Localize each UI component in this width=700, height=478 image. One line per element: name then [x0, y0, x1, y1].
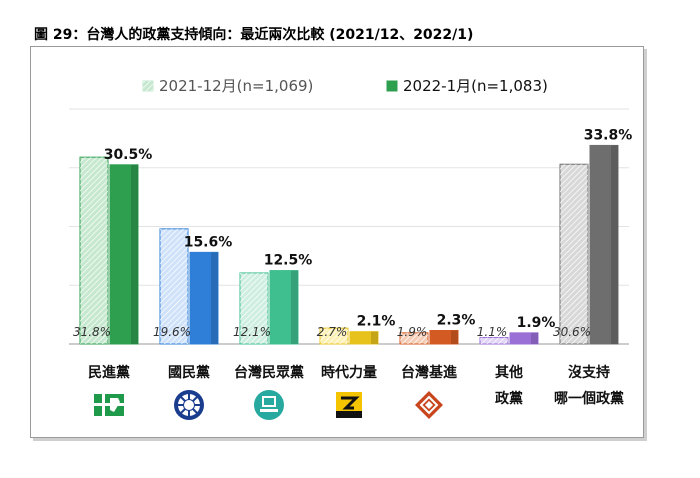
bar-shade	[451, 330, 458, 344]
bar-shade	[291, 270, 298, 344]
tsp-logo-icon	[412, 388, 446, 422]
bar-hatch	[80, 157, 108, 344]
category-label: 哪一個政黨	[554, 390, 624, 407]
kmt-logo-icon	[172, 388, 206, 422]
bar-2022-1	[109, 164, 139, 345]
bar-hatch	[400, 332, 428, 344]
chart-title: 圖 29：台灣人的政黨支持傾向：最近兩次比較 (2021/12、2022/1)	[34, 27, 474, 43]
category-label: 台灣基進	[401, 364, 457, 381]
chart-frame: 31.8% 30.5% 19.6% 15.6% 12.1% 12.5% 2.7% 2.1% 1.…	[30, 46, 644, 438]
data-label-2022-1: 12.5%	[264, 253, 313, 269]
bar-shade	[611, 145, 618, 344]
category-label: 其他	[495, 364, 523, 381]
bar-hatch	[240, 272, 268, 344]
bar-shade	[131, 164, 138, 344]
bar-2022-1	[429, 329, 459, 345]
bar-hatch	[320, 328, 348, 344]
legend-label: 2022-1月(n=1,083)	[403, 77, 548, 95]
bar-2022-1	[269, 270, 299, 345]
category-label: 時代力量	[321, 364, 377, 381]
bar-chart: 31.8%30.5%19.6%15.6%12.1%12.5%2.7%2.1%1.…	[69, 77, 633, 407]
data-label-2021-12: 30.6%	[553, 325, 591, 339]
bar-hatch	[560, 164, 588, 344]
bar-2022-1	[509, 332, 539, 345]
data-label-2022-1: 1.9%	[517, 315, 556, 331]
data-label-2021-12: 19.6%	[153, 325, 191, 339]
data-label-2022-1: 15.6%	[184, 234, 233, 250]
dpp-logo-icon	[92, 388, 126, 422]
data-label-2022-1: 33.8%	[584, 127, 633, 143]
data-label-2021-12: 2.7%	[317, 325, 348, 339]
category-label: 台灣民眾黨	[234, 364, 304, 381]
npp-logo-icon	[332, 388, 366, 422]
legend-label: 2021-12月(n=1,069)	[159, 77, 313, 95]
bar-shade	[371, 331, 378, 344]
data-label-2021-12: 1.1%	[477, 325, 508, 339]
category-label: 政黨	[495, 390, 523, 407]
data-label-2022-1: 2.1%	[357, 314, 396, 330]
bar-shade	[211, 252, 218, 344]
data-label-2021-12: 31.8%	[73, 325, 111, 339]
data-label-2021-12: 1.9%	[397, 325, 428, 339]
bar-shade	[531, 332, 538, 344]
data-label-2022-1: 2.3%	[437, 312, 476, 328]
bar-2022-1	[349, 331, 379, 345]
bar-2022-1	[189, 251, 219, 345]
data-label-2021-12: 12.1%	[233, 325, 271, 339]
data-label-2022-1: 30.5%	[104, 147, 153, 163]
category-label: 國民黨	[168, 364, 210, 381]
bar-hatch	[160, 228, 188, 344]
category-label: 沒支持	[568, 364, 610, 381]
tpp-logo-icon	[252, 388, 286, 422]
category-label: 民進黨	[88, 364, 130, 381]
bar-2022-1	[589, 144, 619, 345]
legend-swatch-hatch	[143, 81, 153, 91]
bar-hatch	[480, 337, 508, 344]
legend-swatch	[386, 80, 398, 92]
